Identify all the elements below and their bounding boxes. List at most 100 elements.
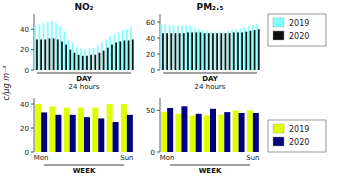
- legend: 2019 2020: [268, 14, 326, 46]
- y-tick-label: 50: [146, 107, 155, 115]
- bar: [49, 38, 51, 70]
- bar: [69, 50, 71, 70]
- title: NO₂: [74, 2, 93, 12]
- bar: [97, 46, 99, 70]
- y-tick-label: 40: [146, 35, 155, 43]
- bar: [240, 28, 242, 70]
- bar: [173, 25, 175, 70]
- bar: [39, 24, 41, 70]
- y-tick: [157, 70, 160, 71]
- bar: [165, 24, 167, 70]
- bar: [35, 104, 41, 152]
- bar: [61, 41, 63, 70]
- legend: 20192020: [268, 120, 326, 152]
- annotation: 24 hours: [69, 83, 100, 91]
- bar: [218, 115, 224, 152]
- bar: [175, 33, 177, 70]
- bar: [59, 26, 61, 70]
- bar: [202, 30, 204, 70]
- bar: [252, 25, 254, 70]
- bar: [195, 32, 197, 70]
- bar: [34, 25, 36, 70]
- bar: [70, 115, 76, 152]
- bar: [86, 56, 88, 70]
- y-tick: [157, 110, 160, 111]
- y-tick: [31, 128, 34, 129]
- bar: [204, 115, 210, 152]
- bars: [161, 106, 259, 152]
- y-tick-label: 20: [20, 125, 29, 133]
- y-tick: [31, 70, 34, 71]
- y-tick-label: 0: [25, 149, 29, 157]
- bar: [247, 110, 253, 152]
- bar: [254, 30, 256, 70]
- bar: [161, 112, 167, 152]
- bar: [55, 23, 57, 70]
- bar: [216, 33, 218, 70]
- bar: [187, 32, 189, 70]
- annotation: 24 hours: [195, 83, 226, 91]
- bar: [210, 109, 216, 152]
- bar: [162, 33, 164, 70]
- panel: 02040MonSunWEEK: [20, 98, 133, 175]
- bar: [98, 118, 104, 152]
- bar: [90, 55, 92, 70]
- bar: [208, 33, 210, 70]
- bar: [200, 32, 202, 70]
- bar: [241, 32, 243, 70]
- bar: [194, 28, 196, 70]
- bar: [206, 31, 208, 70]
- y-tick-label: 0: [151, 67, 155, 75]
- bar: [118, 32, 120, 70]
- bar: [107, 48, 109, 70]
- bar: [68, 39, 70, 70]
- title: PM₂.₅: [197, 2, 224, 12]
- bar: [220, 33, 222, 70]
- y-tick: [157, 54, 160, 55]
- bar: [53, 38, 55, 70]
- y-tick-label: 0: [151, 149, 155, 157]
- bar: [166, 33, 168, 70]
- y-tick-label: 60: [146, 19, 155, 27]
- bar: [160, 24, 162, 70]
- y-tick-label: 0: [25, 67, 29, 75]
- bar: [179, 33, 181, 70]
- legend-label: 2019: [289, 125, 309, 134]
- bar: [64, 31, 66, 70]
- bar: [65, 45, 67, 70]
- legend-label: 2020: [289, 32, 309, 41]
- bar: [103, 51, 105, 70]
- panel: 050MonSunWEEK: [146, 98, 259, 175]
- bar: [185, 25, 187, 70]
- y-label: c/μg m⁻³: [2, 65, 11, 100]
- bar: [51, 21, 53, 70]
- legend-label: 2019: [289, 19, 309, 28]
- bar: [256, 24, 258, 70]
- bar: [84, 117, 90, 152]
- bar: [258, 29, 260, 70]
- x-tick-label: Mon: [34, 154, 49, 162]
- bar: [219, 32, 221, 70]
- bar: [239, 113, 245, 152]
- bar: [248, 26, 250, 70]
- bars: [160, 24, 259, 70]
- legend-swatch: [273, 137, 284, 146]
- bar: [89, 49, 91, 70]
- panel: 0204060PM₂.₅DAY24 hours: [146, 2, 260, 91]
- bar: [235, 29, 237, 70]
- bar: [227, 31, 229, 70]
- bar: [94, 55, 96, 70]
- y-axis: [160, 98, 161, 152]
- bar: [215, 32, 217, 70]
- legend-frame: [268, 120, 326, 152]
- y-tick-label: 40: [20, 101, 29, 109]
- bar: [250, 31, 252, 70]
- annotation-line: [37, 73, 131, 74]
- bar: [72, 43, 74, 70]
- bar: [245, 32, 247, 70]
- bar: [229, 33, 231, 70]
- bar: [80, 49, 82, 70]
- panel: 02040NO₂DAY24 hours: [20, 2, 134, 91]
- bar: [130, 27, 132, 70]
- chart: 02040NO₂DAY24 hoursc/μg m⁻³2019202002040…: [0, 0, 361, 189]
